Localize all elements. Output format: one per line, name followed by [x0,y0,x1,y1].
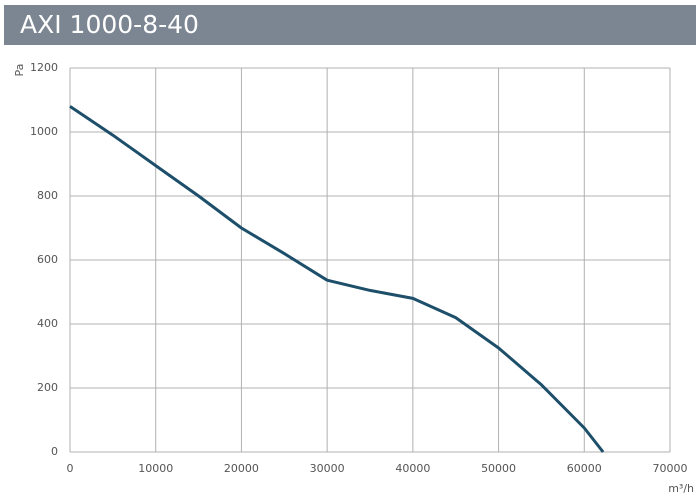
x-tick-label: 20000 [224,462,259,475]
x-tick-label: 10000 [138,462,173,475]
y-tick-label: 200 [37,381,58,394]
x-tick-label: 0 [67,462,74,475]
chart-title: AXI 1000-8-40 [20,10,199,39]
y-tick-label: 0 [51,445,58,458]
x-axis-label: m³/h [668,482,694,495]
y-tick-label: 600 [37,253,58,266]
x-tick-label: 50000 [481,462,516,475]
x-tick-label: 40000 [395,462,430,475]
y-tick-label: 400 [37,317,58,330]
y-tick-label: 1000 [30,125,58,138]
x-tick-label: 70000 [653,462,688,475]
x-tick-label: 30000 [310,462,345,475]
y-tick-label: 800 [37,189,58,202]
x-tick-label: 60000 [567,462,602,475]
title-bar [4,5,696,45]
y-axis-label: Pa [13,64,26,77]
curve [69,105,605,453]
y-tick-label: 1200 [30,61,58,74]
